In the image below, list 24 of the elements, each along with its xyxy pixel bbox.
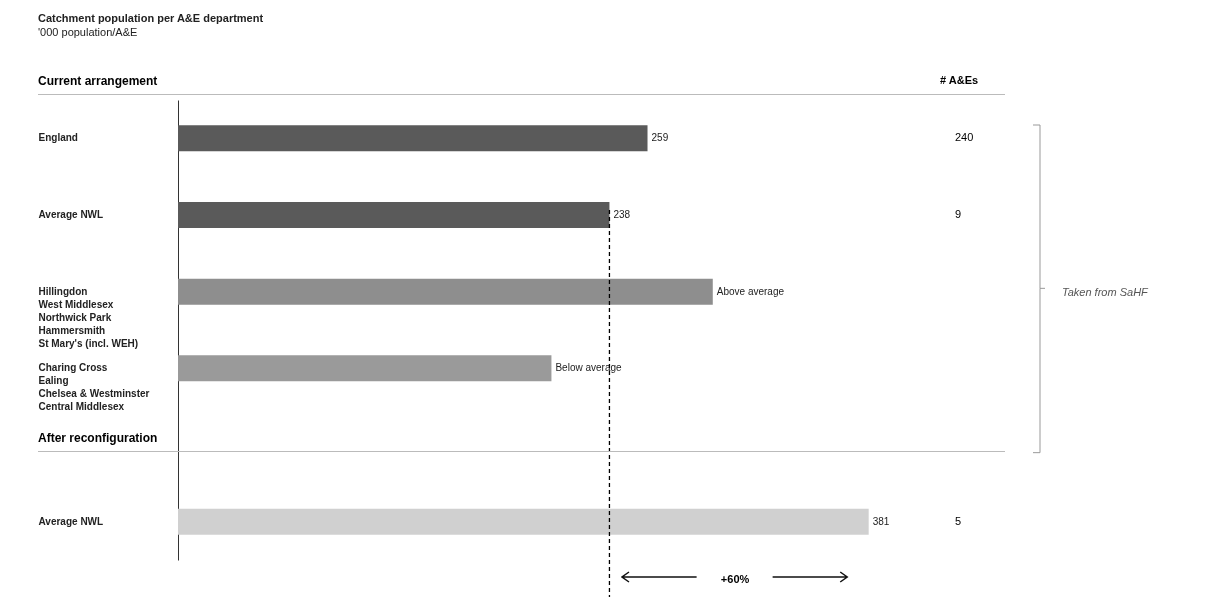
data-label: Above average (716, 285, 785, 297)
y-tick-label: England (38, 132, 78, 144)
y-tick-label: Charing Cross Ealing Chelsea & Westminster Central Middlesex (38, 362, 150, 413)
data-label: Below average (555, 362, 623, 374)
text: After reconfiguration (38, 431, 1005, 452)
text: 240 (955, 131, 974, 144)
chart-title: Catchment population per A&E department (38, 12, 264, 24)
text: 9 (955, 208, 962, 220)
y-tick-label: Average NWL (38, 515, 104, 527)
text: Current arrangement (38, 74, 158, 88)
text: Taken from SaHF (1062, 285, 1148, 298)
data-label: 238 (613, 209, 631, 220)
data-label: 259 (651, 132, 669, 144)
text: 5 (955, 514, 962, 527)
text: '000 population/A&E (38, 26, 138, 38)
bar (178, 202, 610, 228)
y-tick-label: Average NWL (38, 209, 104, 220)
bar (178, 125, 648, 152)
data-label: 381 (872, 515, 890, 527)
bar (178, 278, 713, 305)
text: +60% (720, 573, 750, 585)
text: # A&Es (940, 74, 979, 86)
bar (178, 355, 552, 382)
y-tick-label: Hillingdon West Middlesex Northwick Park Hammersmith St Mary's (incl. WEH) (38, 285, 139, 349)
